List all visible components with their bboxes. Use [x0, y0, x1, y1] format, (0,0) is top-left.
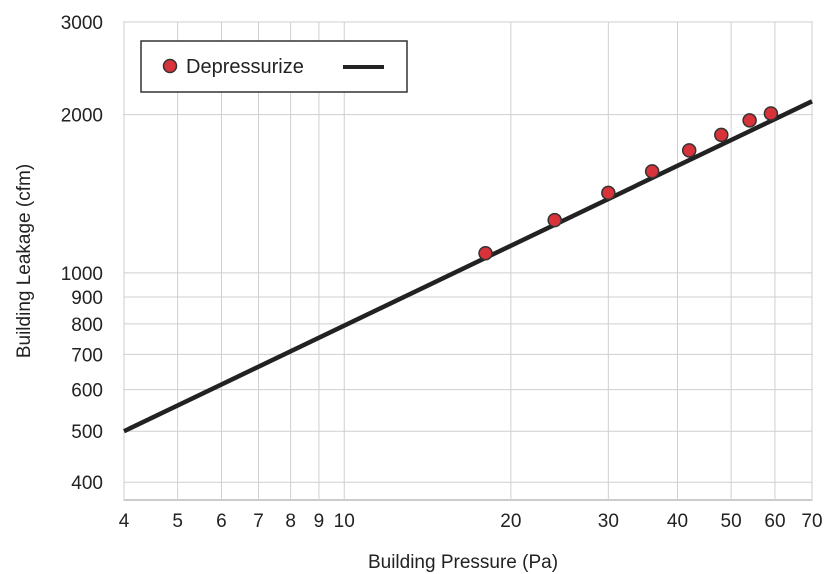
- data-point: [681, 143, 697, 158]
- y-tick-label: 900: [71, 288, 103, 309]
- x-tick-label: 5: [172, 511, 183, 532]
- x-tick-label: 70: [801, 511, 822, 532]
- y-axis-title: Building Leakage (cfm): [14, 164, 35, 358]
- x-tick-label: 7: [253, 511, 264, 532]
- y-tick-label: 500: [71, 422, 103, 443]
- data-point: [714, 127, 729, 143]
- y-tick-label: 3000: [61, 13, 103, 34]
- x-tick-label: 60: [764, 511, 785, 532]
- y-tick-label: 800: [71, 315, 103, 336]
- data-point: [547, 212, 562, 228]
- x-tick-label: 8: [285, 511, 296, 532]
- x-tick-label: 20: [500, 511, 521, 532]
- legend-label-depressurize: Depressurize: [186, 56, 304, 78]
- data-point: [644, 164, 660, 179]
- y-tick-label: 700: [71, 345, 103, 366]
- x-tick-label: 6: [216, 511, 227, 532]
- y-tick-label: 600: [71, 381, 103, 402]
- x-tick-label: 9: [314, 511, 325, 532]
- data-point: [601, 185, 616, 201]
- x-tick-label: 40: [667, 511, 688, 532]
- series-marks: [123, 99, 813, 434]
- tick-labels: 4 5 6 7 8 9 10 20 30 40 50 60 70 400 500 600 700 800 900 10…: [61, 13, 823, 532]
- y-tick-label: 400: [71, 473, 103, 494]
- x-tick-label: 10: [334, 511, 355, 532]
- gridlines: [123, 21, 813, 500]
- legend-marker-depressurize: [162, 58, 178, 74]
- x-tick-label: 50: [721, 511, 742, 532]
- x-tick-label: 30: [598, 511, 619, 532]
- data-point: [742, 113, 757, 128]
- plot-area: [123, 21, 813, 501]
- x-tick-label: 4: [119, 511, 130, 532]
- legend: Depressurize: [140, 40, 408, 93]
- x-axis-title: Building Pressure (Pa): [368, 552, 558, 573]
- y-tick-label: 2000: [61, 106, 103, 127]
- data-point: [763, 106, 779, 121]
- fit-line: [123, 99, 813, 434]
- y-tick-label: 1000: [61, 264, 103, 285]
- data-point: [478, 245, 493, 261]
